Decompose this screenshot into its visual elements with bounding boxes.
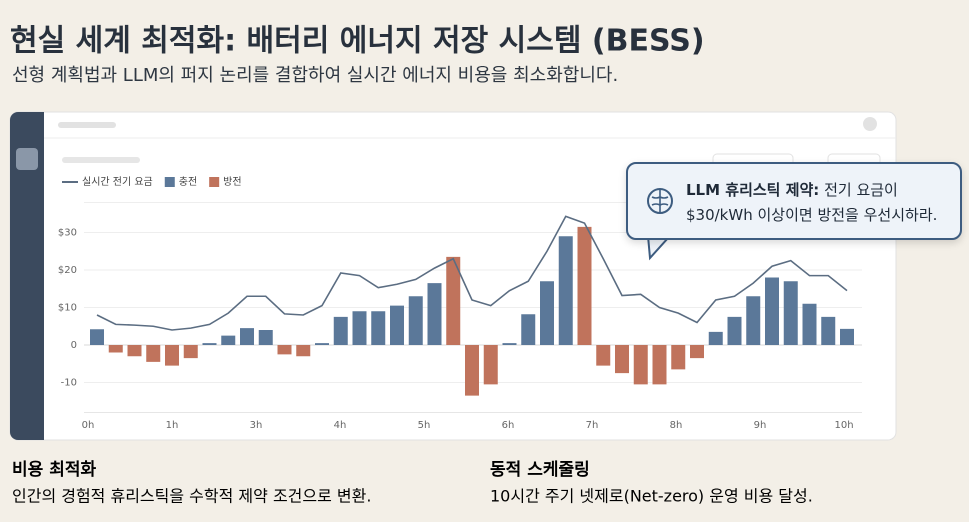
bar	[652, 345, 667, 385]
bar	[746, 296, 761, 345]
y-tick-label: $20	[58, 265, 77, 276]
bar	[90, 329, 104, 345]
bar	[390, 305, 404, 345]
bar	[296, 345, 311, 357]
bar	[183, 345, 198, 359]
callout-label: LLM 휴리스틱 제약:	[686, 181, 820, 199]
x-tick-label: 5h	[418, 420, 431, 431]
x-tick-label: 9h	[754, 420, 767, 431]
feature-title: 동적 스케줄링	[490, 460, 590, 480]
bar	[671, 345, 686, 370]
bar	[352, 311, 367, 345]
bar	[521, 314, 536, 345]
legend-swatch	[164, 177, 175, 187]
bar	[408, 296, 423, 345]
bar	[108, 345, 123, 353]
bar	[765, 277, 779, 345]
bar	[783, 281, 798, 345]
bar	[315, 343, 329, 345]
x-tick-label: 8h	[670, 420, 683, 431]
bar	[540, 281, 554, 345]
legend-label: 실시간 전기 요금	[82, 176, 153, 188]
bar	[577, 226, 592, 345]
sidebar-icon	[16, 148, 38, 170]
y-tick-label: $10	[58, 303, 77, 314]
x-tick-label: 0h	[82, 420, 95, 431]
bar	[558, 236, 573, 345]
subtitle: 선형 계획법과 LLM의 퍼지 논리를 결합하여 실시간 에너지 비용을 최소화…	[12, 65, 618, 86]
bar	[371, 311, 386, 345]
x-tick-label: 7h	[586, 420, 599, 431]
bar	[502, 343, 517, 345]
price-line	[96, 215, 848, 331]
sidebar	[10, 112, 44, 440]
bar	[277, 345, 292, 355]
bar	[802, 303, 817, 345]
brain-icon	[647, 188, 673, 214]
y-tick-label: $30	[58, 228, 77, 239]
x-tick-label: 3h	[250, 420, 263, 431]
bar	[221, 335, 236, 345]
bar	[690, 345, 704, 359]
bar	[165, 345, 179, 366]
bar	[596, 345, 611, 366]
x-tick-label: 6h	[502, 420, 515, 431]
callout-text: LLM 휴리스틱 제약: 전기 요금이 $30/kWh 이상이면 방전을 우선시하…	[686, 178, 937, 228]
bar	[146, 345, 161, 362]
callout: LLM 휴리스틱 제약: 전기 요금이 $30/kWh 이상이면 방전을 우선시하…	[626, 162, 962, 240]
bar	[821, 316, 836, 345]
window-button	[863, 117, 877, 131]
x-tick-label: 10h	[834, 420, 853, 431]
title: 현실 세계 최적화: 배터리 에너지 저장 시스템 (BESS)	[10, 24, 705, 59]
x-tick-label: 4h	[334, 420, 347, 431]
bar	[127, 345, 142, 357]
bar	[708, 331, 723, 345]
legend-swatch	[209, 177, 220, 187]
y-tick-label: 0	[71, 340, 77, 351]
bar	[483, 345, 498, 385]
feature-title: 비용 최적화	[12, 460, 96, 480]
bar	[258, 330, 273, 345]
bar	[333, 316, 348, 345]
x-tick-label: 1h	[166, 420, 179, 431]
placeholder	[58, 122, 116, 128]
legend-label: 방전	[223, 176, 241, 188]
callout-line: $30/kWh 이상이면 방전을 우선시하라.	[686, 206, 938, 224]
bar	[615, 345, 629, 374]
bar	[202, 343, 217, 345]
bar	[446, 256, 461, 345]
y-tick-label: -10	[61, 378, 77, 389]
feature-text: 10시간 주기 넷제로(Net-zero) 운영 비용 달성.	[490, 487, 813, 506]
legend-label: 충전	[179, 176, 197, 188]
bar	[840, 328, 854, 345]
bar	[465, 345, 479, 396]
placeholder	[62, 157, 140, 163]
bar	[427, 283, 442, 345]
bar	[633, 345, 648, 385]
feature-text: 인간의 경험적 휴리스틱을 수학적 제약 조건으로 변환.	[12, 487, 371, 506]
legend: 실시간 전기 요금 충전 방전	[62, 176, 242, 188]
callout-line: 전기 요금이	[824, 181, 898, 199]
bar	[240, 328, 254, 345]
bar	[727, 316, 742, 345]
